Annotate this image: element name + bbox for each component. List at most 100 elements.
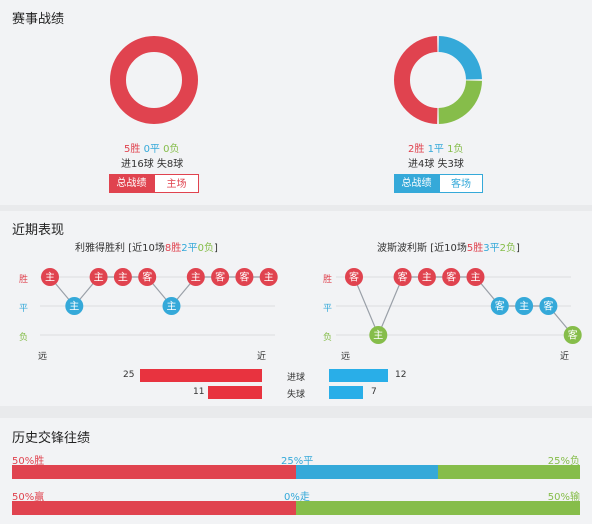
history-result-draw-segment	[296, 465, 438, 479]
right-match-venue: 主	[422, 272, 432, 284]
left-match-venue: 主	[94, 272, 104, 284]
left-far-label: 远	[38, 352, 48, 362]
left-form-line	[49, 276, 269, 307]
right-scored-value: 12	[395, 370, 407, 380]
right-match-point[interactable]	[442, 268, 461, 286]
left-near-label: 近	[257, 352, 267, 362]
right-record-wins: 2胜	[408, 144, 425, 155]
right-match-point[interactable]	[563, 326, 582, 344]
right-donut-loss-slice	[438, 80, 482, 124]
left-scored-value: 25	[123, 370, 135, 380]
left-match-point[interactable]	[89, 268, 108, 286]
left-match-point[interactable]	[211, 268, 230, 286]
left-team-name: 利雅得胜利	[75, 243, 125, 254]
record-panel: 赛事战绩 5胜 0平 0负 进16球 失8球 总战绩 主场 2胜 1平 1负 进…	[0, 0, 592, 205]
conceded-label: 失球	[287, 390, 306, 400]
home-record-tab[interactable]: 主场	[154, 174, 199, 193]
left-record-draws: 0平	[143, 144, 160, 155]
history-title: 历史交锋往绩	[12, 431, 91, 446]
left-match-point[interactable]	[65, 297, 84, 315]
right-conceded-value: 7	[371, 387, 377, 397]
history-handicap-win-segment	[12, 501, 296, 515]
left-match-point[interactable]	[162, 297, 181, 315]
right-match-venue: 主	[373, 330, 383, 342]
right-team-name: 波斯波利斯	[377, 243, 427, 254]
right-match-venue: 客	[495, 300, 505, 313]
right-match-venue: 客	[398, 271, 408, 284]
right-match-point[interactable]	[490, 297, 509, 315]
left-scored-bar	[140, 369, 262, 382]
recent-panel: 近期表现 利雅得胜利 [近10场8胜2平0负] 波斯波利斯 [近10场5胜3平2…	[0, 211, 592, 406]
right-match-venue: 主	[519, 301, 529, 313]
right-match-point[interactable]	[539, 297, 558, 315]
history-result-loss-segment	[438, 465, 580, 479]
right-record-wdl: 2胜 1平 1负	[408, 140, 464, 155]
left-donut-win-slice	[110, 36, 198, 124]
right-match-point[interactable]	[515, 297, 534, 315]
history-handicap-push-pct: 0%走	[284, 492, 310, 503]
left-match-venue: 主	[191, 272, 201, 284]
history-handicap-loss-pct: 50%输	[547, 492, 580, 503]
history-handicap-loss-segment	[296, 501, 580, 515]
left-form-chart: 主主主主客主主客客主	[40, 268, 278, 336]
right-scored-bar	[329, 369, 388, 382]
left-match-point[interactable]	[41, 268, 59, 286]
right-match-point[interactable]	[393, 268, 412, 286]
left-match-venue: 客	[215, 271, 225, 284]
right-match-venue: 客	[568, 329, 578, 342]
right-match-venue: 客	[543, 300, 553, 313]
left-record-wins: 5胜	[124, 144, 141, 155]
right-axis-loss: 负	[323, 333, 333, 343]
left-axis-loss: 负	[19, 333, 29, 343]
left-match-point[interactable]	[186, 268, 205, 286]
right-team-summary: 波斯波利斯 [近10场5胜3平2负]	[377, 243, 520, 254]
left-total-record-tab[interactable]: 总战绩	[109, 174, 154, 193]
left-record-losses: 0负	[163, 144, 180, 155]
right-match-point[interactable]	[466, 268, 485, 286]
right-match-point[interactable]	[417, 268, 436, 286]
left-record-goals: 进16球 失8球	[121, 159, 184, 170]
history-panel: 历史交锋往绩 50%胜 25%平 25%负 50%赢 0%走 50%输	[0, 418, 592, 524]
history-handicap-win-pct: 50%赢	[12, 492, 45, 503]
right-donut-win-slice	[394, 36, 438, 124]
right-match-point[interactable]	[369, 326, 388, 344]
right-donut-draw-slice	[438, 36, 482, 80]
history-handicap-bar	[12, 501, 580, 515]
history-result-bar	[12, 465, 580, 479]
left-match-venue: 主	[45, 272, 55, 284]
left-match-point[interactable]	[235, 268, 254, 286]
left-conceded-value: 11	[193, 387, 205, 397]
away-record-tab[interactable]: 客场	[439, 174, 483, 193]
right-match-point[interactable]	[345, 268, 363, 286]
left-match-venue: 主	[69, 301, 79, 313]
recent-title: 近期表现	[12, 223, 65, 238]
right-form-line	[353, 276, 574, 337]
right-axis-win: 胜	[323, 275, 333, 285]
right-axis-draw: 平	[323, 304, 333, 314]
right-match-venue: 客	[446, 271, 456, 284]
left-match-venue: 客	[239, 271, 249, 284]
left-team-summary: 利雅得胜利 [近10场8胜2平0负]	[75, 243, 218, 254]
right-record-donut	[394, 36, 482, 124]
right-record-goals: 进4球 失3球	[408, 159, 464, 170]
history-win-pct: 50%胜	[12, 456, 45, 467]
right-conceded-bar	[329, 386, 364, 399]
left-match-venue: 主	[167, 301, 177, 313]
right-total-record-tab[interactable]: 总战绩	[394, 174, 439, 193]
scored-label: 进球	[287, 373, 306, 383]
left-record-wdl: 5胜 0平 0负	[124, 140, 180, 155]
left-conceded-bar	[208, 386, 262, 399]
history-loss-pct: 25%负	[547, 456, 580, 467]
left-match-venue: 主	[118, 272, 128, 284]
left-match-point[interactable]	[138, 268, 157, 286]
right-match-venue: 主	[471, 272, 481, 284]
left-match-point[interactable]	[113, 268, 132, 286]
left-axis-win: 胜	[19, 275, 29, 285]
right-far-label: 远	[341, 352, 351, 362]
right-near-label: 近	[560, 352, 570, 362]
history-result-win-segment	[12, 465, 296, 479]
right-match-venue: 客	[349, 271, 359, 284]
left-match-venue: 客	[142, 271, 152, 284]
right-record-losses: 1负	[447, 144, 464, 155]
left-match-point[interactable]	[259, 268, 278, 286]
